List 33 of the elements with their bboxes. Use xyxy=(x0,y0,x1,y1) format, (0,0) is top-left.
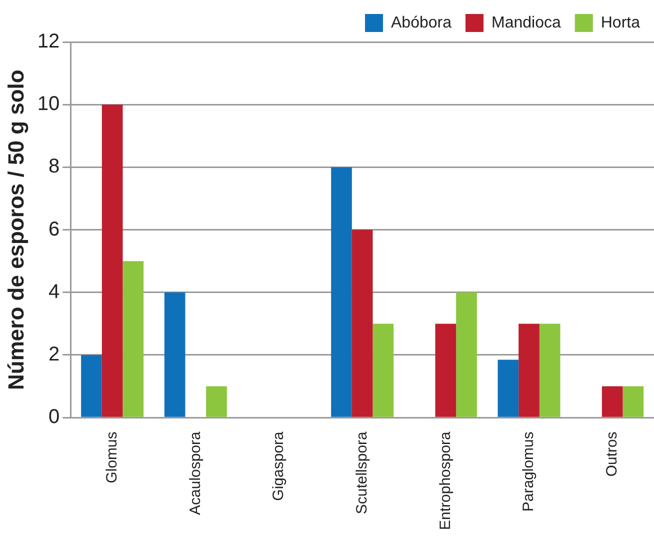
y-axis-title: Número de esporos / 50 g solo xyxy=(3,70,28,390)
bar xyxy=(539,324,560,417)
legend-label: Abóbora xyxy=(391,14,452,32)
x-tick-label: Paraglomus xyxy=(520,432,538,512)
legend-label: Mandioca xyxy=(492,14,561,32)
bar xyxy=(81,355,102,417)
bar xyxy=(498,360,519,417)
x-tick-label: Glomus xyxy=(103,432,120,484)
bar xyxy=(456,292,477,417)
y-tick-label: 6 xyxy=(48,218,60,240)
bar xyxy=(602,386,623,417)
bar xyxy=(518,324,540,417)
bar xyxy=(206,386,227,417)
y-tick-label: 10 xyxy=(37,93,60,116)
x-tick-label: Gigaspora xyxy=(270,430,288,501)
legend-label: Horta xyxy=(600,14,640,32)
bar xyxy=(164,292,186,417)
bar xyxy=(435,324,456,417)
y-tick-label: 2 xyxy=(48,344,60,366)
y-tick-label: 8 xyxy=(48,156,60,178)
bar xyxy=(122,261,144,417)
bar xyxy=(102,104,123,417)
bar xyxy=(331,167,352,417)
x-tick-label: Acaulospora xyxy=(186,430,204,515)
y-tick-label: 4 xyxy=(48,280,60,303)
bar xyxy=(372,324,394,417)
y-tick-label: 0 xyxy=(48,406,60,428)
x-tick-label: Scutellspora xyxy=(353,430,370,514)
x-tick-label: Outros xyxy=(603,432,620,477)
bar xyxy=(622,386,644,417)
y-tick-label: 12 xyxy=(37,30,60,53)
bar xyxy=(352,230,373,417)
x-tick-label: Entrophospora xyxy=(436,430,454,530)
